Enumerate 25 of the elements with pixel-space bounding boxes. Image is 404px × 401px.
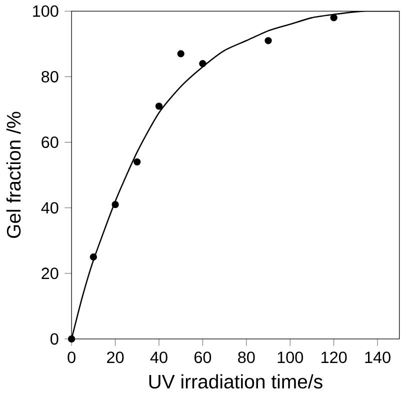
point bbox=[199, 60, 206, 68]
point bbox=[264, 36, 272, 44]
point bbox=[112, 200, 119, 208]
point bbox=[134, 158, 141, 166]
y-tick-label: 40 bbox=[41, 202, 58, 214]
x-tick-label: 20 bbox=[107, 351, 124, 363]
point bbox=[90, 253, 97, 260]
x-tick-label: 0 bbox=[68, 351, 76, 363]
x-tick-label: 140 bbox=[365, 351, 390, 363]
y-tick-label: 0 bbox=[50, 333, 58, 345]
x-tick-label: 100 bbox=[278, 351, 304, 363]
point bbox=[177, 50, 184, 58]
x-tick-label: 40 bbox=[150, 351, 168, 363]
y-axis-title: Gel fraction /% bbox=[6, 112, 21, 238]
point bbox=[330, 14, 338, 22]
x-tick-label: 60 bbox=[194, 351, 212, 363]
y-tick-label: 100 bbox=[33, 5, 58, 17]
y-tick-label: 60 bbox=[42, 136, 58, 148]
x-tick-label: 120 bbox=[322, 351, 347, 363]
point bbox=[155, 102, 163, 110]
y-tick-label: 20 bbox=[42, 268, 58, 279]
point bbox=[68, 335, 76, 342]
x-axis-title: UV irradiation time/s bbox=[149, 374, 322, 388]
y-tick-label: 80 bbox=[42, 70, 58, 82]
x-tick-label: 80 bbox=[238, 351, 255, 363]
